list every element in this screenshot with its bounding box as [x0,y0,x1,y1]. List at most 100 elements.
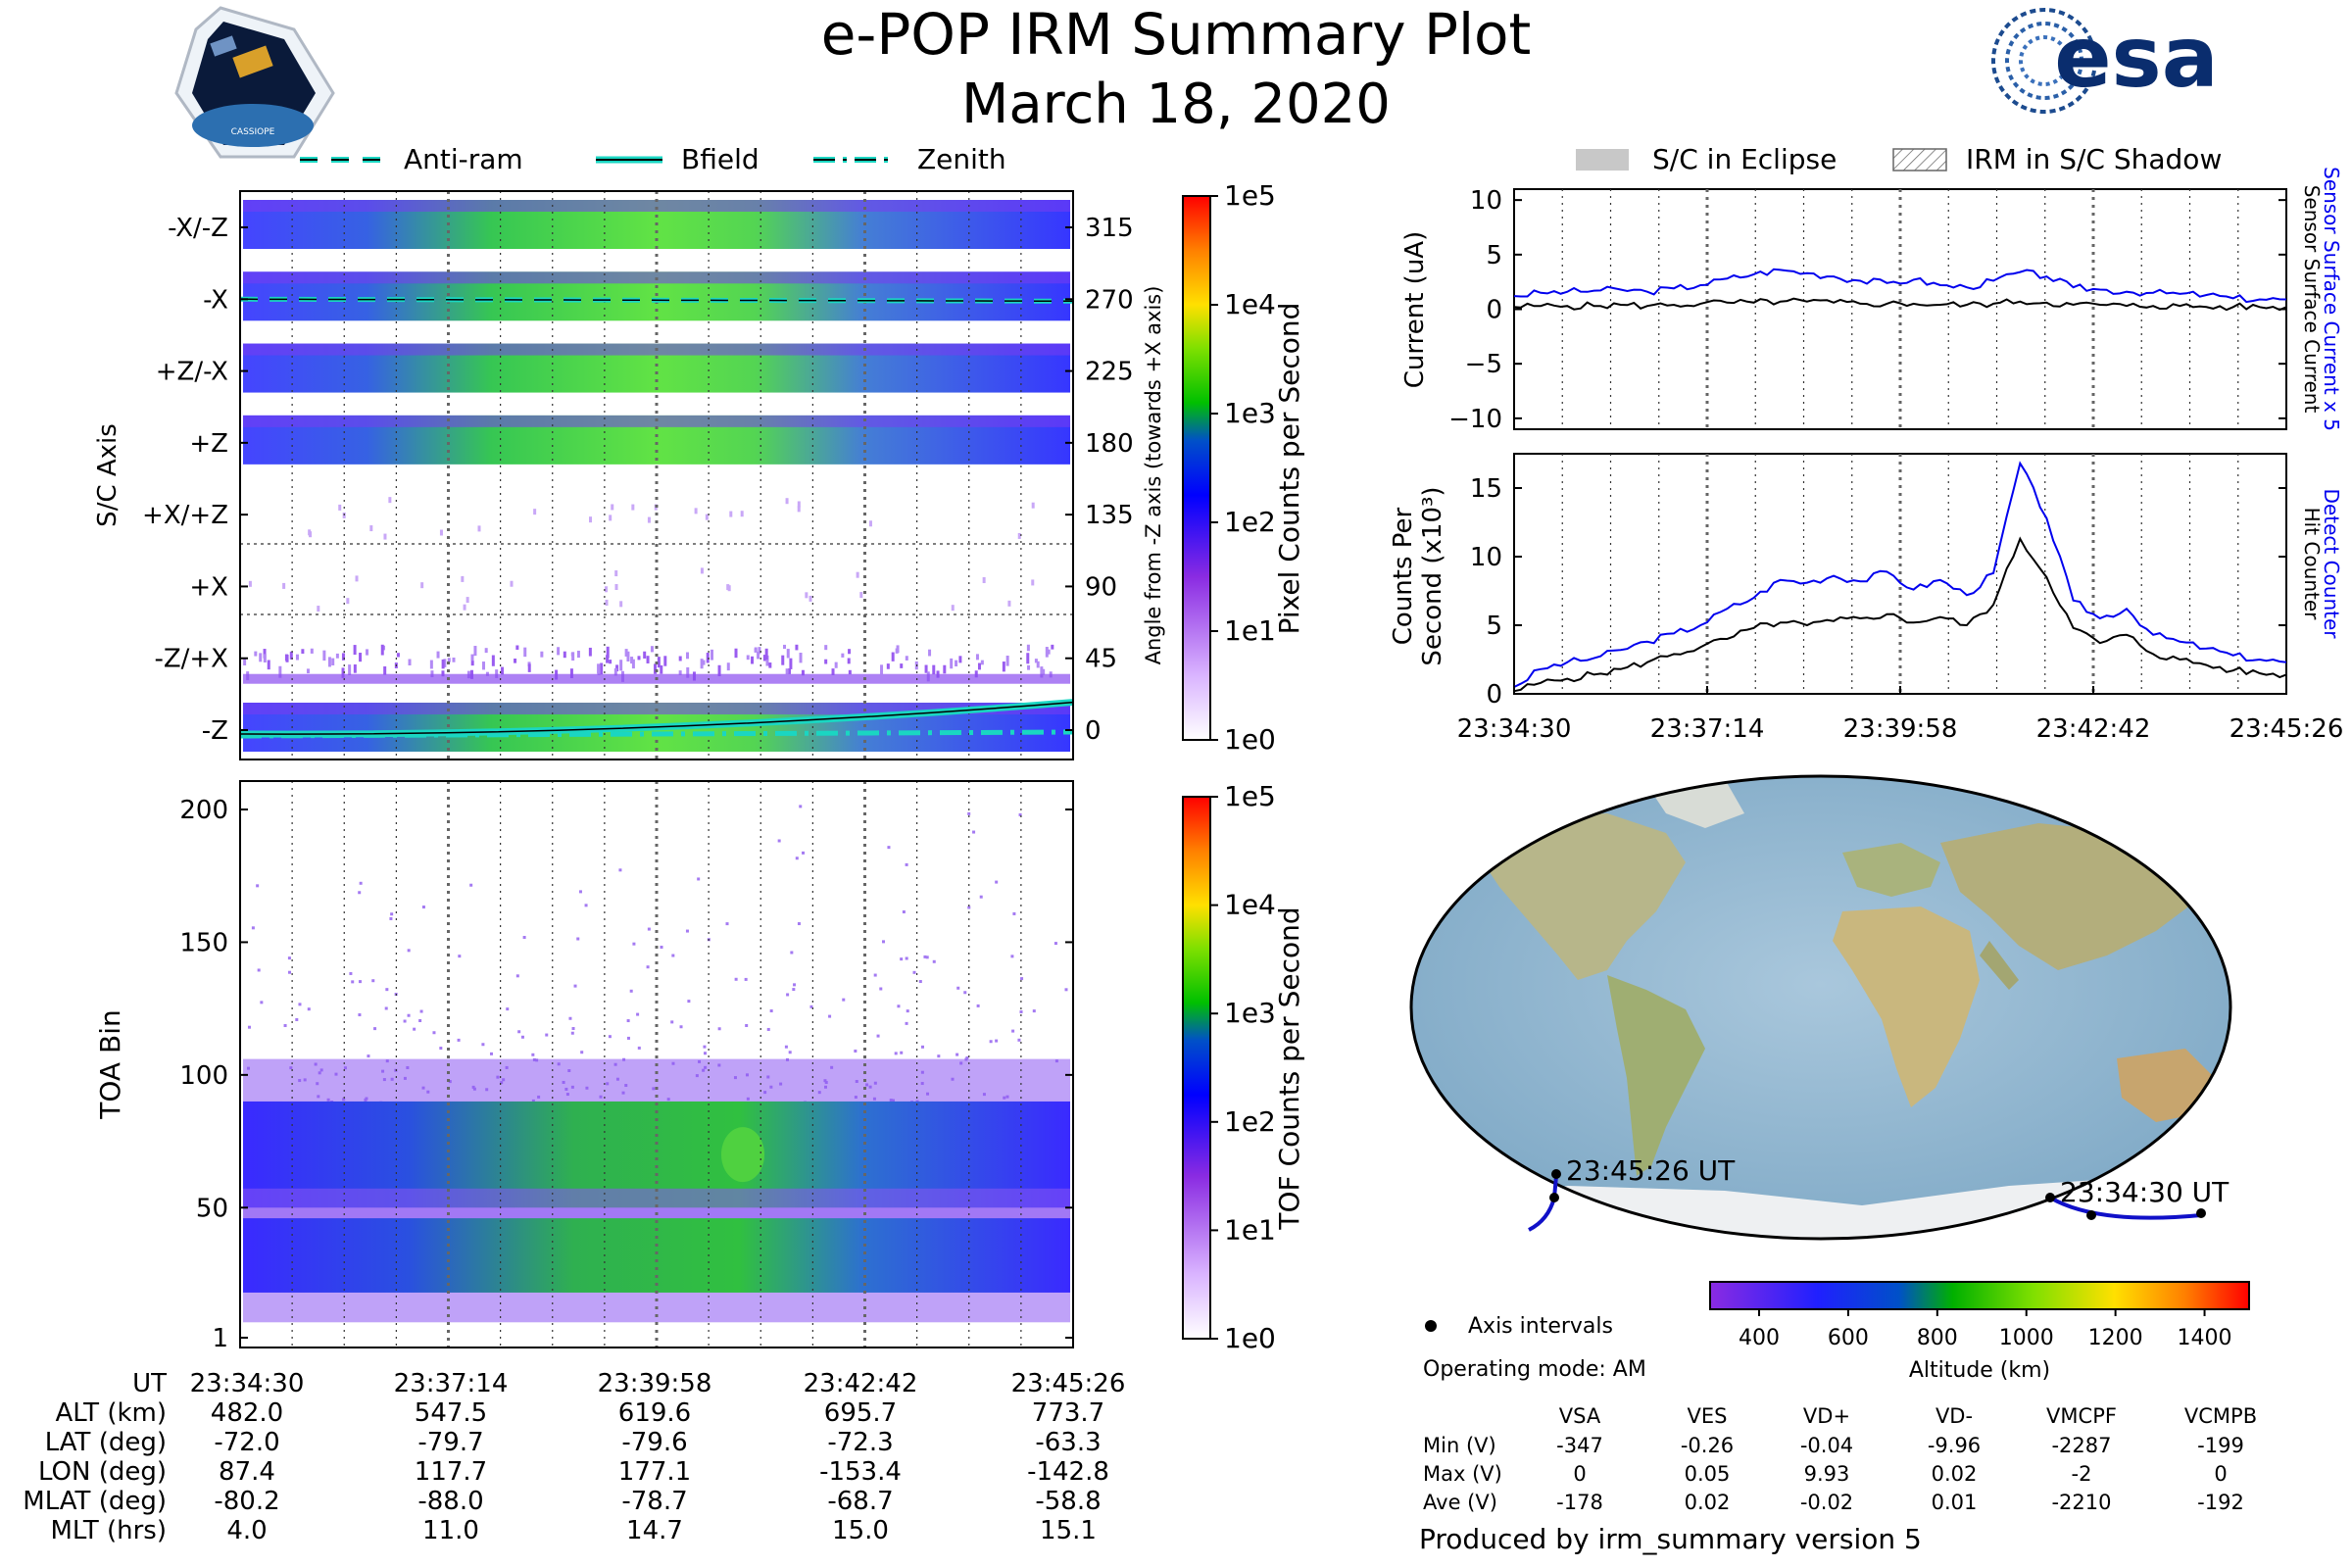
ephemeris-cell: 4.0 [226,1516,267,1545]
series-line-black [1513,297,2287,312]
current-right-label-blue: Sensor Surface Current x 5 [2320,167,2343,431]
voltage-cell: 0.05 [1685,1462,1731,1486]
toa-speck [967,811,971,815]
toa-speck [912,970,916,974]
toa-ytick-label: 50 [196,1194,228,1223]
toa-speck [647,927,651,931]
pixel-speck [717,664,721,677]
angle-tick-label: 180 [1085,429,1134,459]
counts-ylabel-line2: Second (x10³) [1418,486,1447,665]
voltage-cell: -9.96 [1928,1434,1981,1457]
pixel-speck [605,599,609,606]
pixel-speck [789,658,793,669]
ephemeris-cell: -68.7 [827,1487,893,1516]
page-date: March 18, 2020 [961,73,1391,136]
orbit-map: 23:34:30 UT 23:45:26 UT [1409,774,2232,1241]
pixel-speck [615,664,619,672]
toa-speck [745,1023,749,1027]
angle-tick-label: 45 [1085,645,1117,674]
axis-interval-marker [1425,1320,1437,1332]
pixel-speck [611,504,614,511]
voltage-cell: -199 [2197,1434,2244,1457]
pixel-speck [470,661,474,666]
ephemeris-cell: -63.3 [1035,1428,1101,1457]
pixel-speck [795,644,799,651]
toa-speck [371,979,375,983]
toa-speck [260,1001,264,1004]
toa-speck [793,983,797,987]
ephemeris-cell: -80.2 [214,1487,279,1516]
series-line-blue [1513,461,2287,688]
voltage-cell: -0.02 [1800,1491,1853,1514]
pixel-speck [700,567,704,574]
orbit-end-point [1551,1169,1561,1179]
ephemeris-cell: 23:39:58 [598,1369,712,1398]
pixel-speck [896,645,900,654]
pixel-speck [331,658,335,665]
pixel-speck [348,664,352,675]
ephemeris-cell: -72.3 [827,1428,893,1457]
pixel-speck [799,652,803,663]
pixel-speck [891,652,895,662]
pixel-speck [495,669,499,678]
pixel-speck [831,668,835,675]
ephemeris-cell: 695.7 [824,1398,897,1428]
voltage-col-header: VSA [1559,1404,1601,1428]
ephemeris-cell: -58.8 [1035,1487,1101,1516]
pixel-speck [859,592,863,599]
toa-hotspot [721,1127,764,1183]
toa-speck [887,846,891,850]
pixel-speck [309,531,313,538]
pixel-speck [1005,656,1009,666]
pixel-speck [327,657,331,667]
toa-ylabel: TOA Bin [94,1009,126,1119]
toa-speck [520,1035,524,1039]
toa-speck [407,1013,411,1017]
toa-speck [1012,911,1016,915]
ephemeris-cell: 23:42:42 [804,1369,918,1398]
toa-speck [905,1021,908,1025]
toa-speck [766,1027,770,1031]
pixel-speck [452,657,456,662]
pixel-speck [982,577,986,584]
pixel-speck [606,655,610,663]
pixel-speck [654,663,658,674]
pixel-speck [557,647,561,656]
sc-axis-label: -Z/+X [154,645,228,674]
pixel-speck [746,655,750,661]
pixel-speck [263,649,267,659]
pixel-speck [1051,644,1054,650]
colorbar-tick-label: 1e2 [1224,1105,1276,1138]
toa-speck [632,942,636,946]
pixel-speck [439,529,443,536]
toa-speck [717,1027,721,1031]
toa-speck [573,984,577,988]
legend-eclipse: S/C in Eclipse [1652,143,1837,175]
pixel-speck [726,662,730,671]
toa-speck [608,1035,612,1039]
ephemeris-cell: -79.6 [621,1428,687,1457]
orbit-start-point [2045,1193,2055,1202]
ytick-label: −5 [1465,350,1502,379]
pixel-speck [429,660,433,669]
pixel-speck [678,670,682,675]
pixel-speck [868,520,872,527]
pixel-speck [1031,579,1035,586]
toa-colorbar-label: TOF Counts per Second [1273,906,1305,1230]
pixel-speck [359,653,363,662]
pixel-speck [341,653,345,661]
pixel-speck [1002,662,1005,672]
pixel-speck [786,649,790,659]
toa-speck [972,830,976,834]
ephemeris-cell: -79.7 [417,1428,483,1457]
pixel-ylabel-right: Angle from -Z axis (towards +X axis) [1142,286,1165,665]
pixel-speck [797,506,801,513]
pixel-speck [388,497,392,504]
voltage-cell: 0.02 [1932,1462,1978,1486]
pixel-speck [322,650,326,662]
pixel-speck [785,668,789,674]
voltage-col-header: VES [1688,1404,1728,1428]
pixel-speck [754,648,758,653]
